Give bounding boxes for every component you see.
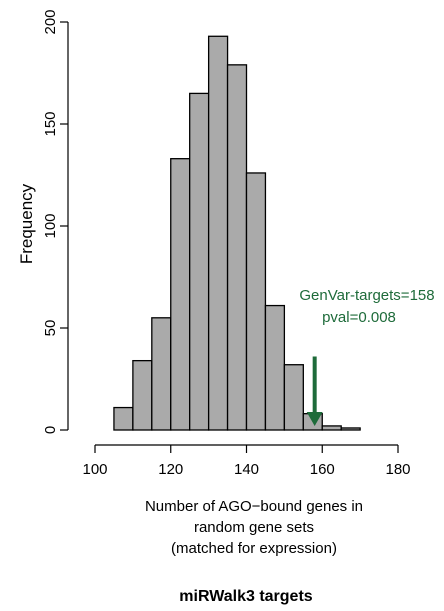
x-axis-label-line-2: random gene sets [194, 519, 314, 536]
y-tick-label: 100 [42, 213, 59, 238]
annotation: GenVar-targets=158 pval=0.008 [299, 287, 435, 426]
y-axis-label: Frequency [17, 183, 36, 264]
bars-group [113, 35, 361, 431]
y-tick-label: 50 [42, 320, 59, 337]
histogram-bar [226, 64, 248, 431]
histogram-bar [245, 172, 267, 431]
histogram-bar [207, 35, 229, 431]
histogram-bar [132, 359, 153, 431]
y-axis-ticks: 0 50 100 150 200 [42, 9, 68, 434]
histogram-bar [151, 317, 172, 431]
x-tick-label: 140 [234, 461, 259, 478]
x-axis-label-line-3: (matched for expression) [171, 540, 337, 557]
x-axis-ticks: 100 120 140 160 180 [82, 445, 411, 478]
histogram-bar [113, 406, 134, 431]
y-tick-label: 150 [42, 111, 59, 136]
x-tick-label: 100 [82, 461, 107, 478]
x-axis-label-line-1: Number of AGO−bound genes in [145, 498, 363, 515]
annotation-label-line-1: GenVar-targets=158 [299, 287, 434, 304]
histogram-bar [170, 158, 191, 431]
histogram-bar [264, 304, 286, 431]
annotation-label-line-2: pval=0.008 [322, 309, 396, 326]
x-tick-label: 180 [385, 461, 410, 478]
x-tick-label: 160 [310, 461, 335, 478]
annotation-arrow-head [306, 411, 323, 426]
histogram-bar [340, 427, 361, 431]
histogram-bar [189, 92, 210, 431]
chart-title: miRWalk3 targets [179, 588, 312, 605]
histogram-bar [283, 364, 304, 431]
x-tick-label: 120 [158, 461, 183, 478]
y-tick-label: 0 [42, 426, 59, 434]
y-tick-label: 200 [42, 9, 59, 34]
histogram-bar [321, 425, 342, 431]
